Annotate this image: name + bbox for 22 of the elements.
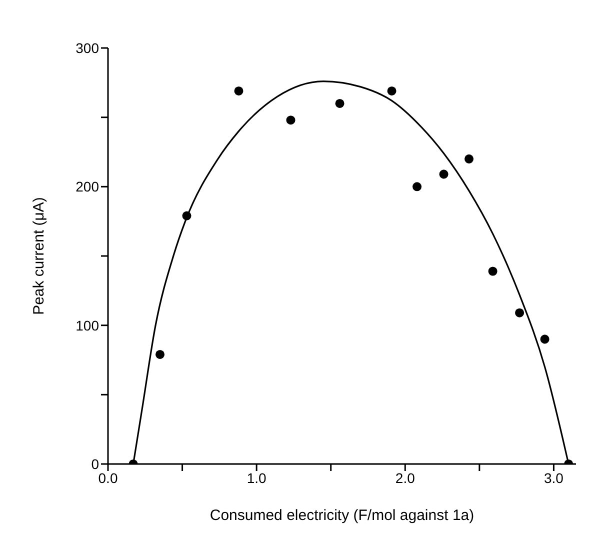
point [286, 116, 296, 125]
y-axis-title: Peak current (μA) [30, 197, 48, 315]
point [155, 350, 165, 359]
y-tick-label: 0 [91, 456, 100, 472]
y-tick-label: 100 [76, 317, 100, 334]
x-tick-label: 2.0 [395, 470, 416, 486]
point [387, 86, 396, 96]
y-tick-label: 200 [76, 178, 100, 195]
point [412, 182, 422, 192]
point [234, 86, 244, 96]
y-tick-label: 300 [76, 40, 100, 56]
point [182, 211, 192, 220]
point [439, 170, 448, 179]
x-axis-title: Consumed electricity (F/mol against 1a) [210, 507, 474, 524]
point [464, 154, 474, 164]
point [515, 308, 524, 318]
x-tick-label: 1.0 [246, 470, 267, 486]
point [488, 266, 498, 276]
x-tick-label: 3.0 [544, 470, 564, 486]
x-tick-label: 0.0 [98, 470, 118, 486]
point [540, 334, 550, 344]
point [335, 98, 344, 108]
